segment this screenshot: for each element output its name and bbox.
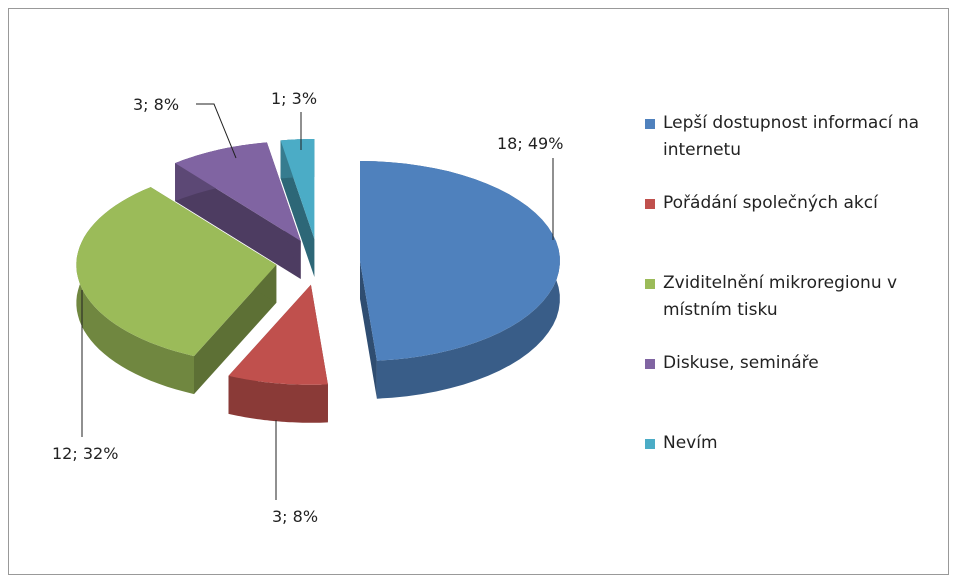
data-label: 18; 49%	[497, 134, 563, 153]
legend-item: Diskuse, semináře	[645, 350, 948, 377]
legend-label: Pořádání společných akcí	[663, 193, 878, 213]
legend-item: Pořádání společných akcí	[645, 190, 948, 217]
slice	[228, 284, 328, 385]
data-label: 3; 8%	[133, 95, 179, 114]
legend-label: Nevím	[663, 433, 718, 453]
legend-swatch	[645, 439, 655, 449]
legend-label: Lepší dostupnost informací na internetu	[663, 113, 920, 160]
slice	[76, 187, 277, 357]
data-label: 3; 8%	[272, 507, 318, 526]
slice	[360, 161, 560, 361]
data-label: 12; 32%	[52, 444, 118, 463]
legend-item: Nevím	[645, 430, 948, 457]
slice-side	[194, 264, 277, 395]
legend-swatch	[645, 199, 655, 209]
slice-side	[228, 375, 328, 423]
data-label: 1; 3%	[271, 89, 317, 108]
legend-label: Zviditelnění mikroregionu v místním tisk…	[663, 273, 898, 320]
slice	[175, 142, 301, 241]
legend-label: Diskuse, semináře	[663, 353, 819, 373]
slice-side	[360, 261, 377, 399]
chart-border	[8, 8, 949, 575]
slice	[280, 139, 315, 239]
legend-swatch	[645, 279, 655, 289]
slice-side	[175, 163, 301, 279]
legend-item: Zviditelnění mikroregionu v místním tisk…	[645, 270, 948, 324]
leader-line	[196, 103, 237, 159]
legend-item: Lepší dostupnost informací na internetu	[645, 110, 948, 164]
legend-swatch	[645, 119, 655, 129]
legend-swatch	[645, 359, 655, 369]
